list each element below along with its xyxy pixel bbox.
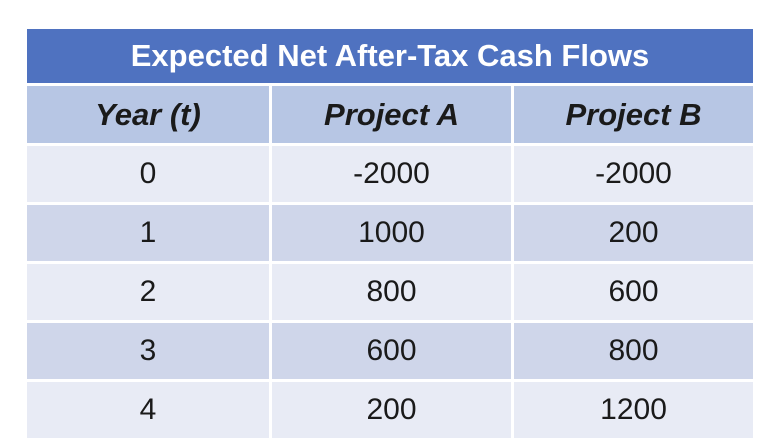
cell-year: 1 <box>27 205 269 264</box>
cell-project-a: 600 <box>269 323 511 382</box>
header-project-a: Project A <box>269 86 511 146</box>
cell-year: 4 <box>27 382 269 438</box>
table-row: 2 800 600 <box>27 264 754 323</box>
cell-year: 3 <box>27 323 269 382</box>
cell-project-a: 1000 <box>269 205 511 264</box>
cash-flow-table: Expected Net After-Tax Cash Flows Year (… <box>27 29 754 438</box>
table-row: 0 -2000 -2000 <box>27 146 754 205</box>
cell-project-a: 200 <box>269 382 511 438</box>
table-title: Expected Net After-Tax Cash Flows <box>27 29 754 86</box>
cell-project-b: 600 <box>511 264 754 323</box>
table-row: 4 200 1200 <box>27 382 754 438</box>
cash-flow-table-container: Expected Net After-Tax Cash Flows Year (… <box>27 29 754 438</box>
cell-year: 0 <box>27 146 269 205</box>
cell-project-a: -2000 <box>269 146 511 205</box>
cell-project-b: -2000 <box>511 146 754 205</box>
table-row: 1 1000 200 <box>27 205 754 264</box>
cell-year: 2 <box>27 264 269 323</box>
table-row: 3 600 800 <box>27 323 754 382</box>
cell-project-b: 1200 <box>511 382 754 438</box>
cell-project-b: 200 <box>511 205 754 264</box>
header-project-b: Project B <box>511 86 754 146</box>
header-year: Year (t) <box>27 86 269 146</box>
table-header-row: Year (t) Project A Project B <box>27 86 754 146</box>
table-title-row: Expected Net After-Tax Cash Flows <box>27 29 754 86</box>
cell-project-b: 800 <box>511 323 754 382</box>
cell-project-a: 800 <box>269 264 511 323</box>
